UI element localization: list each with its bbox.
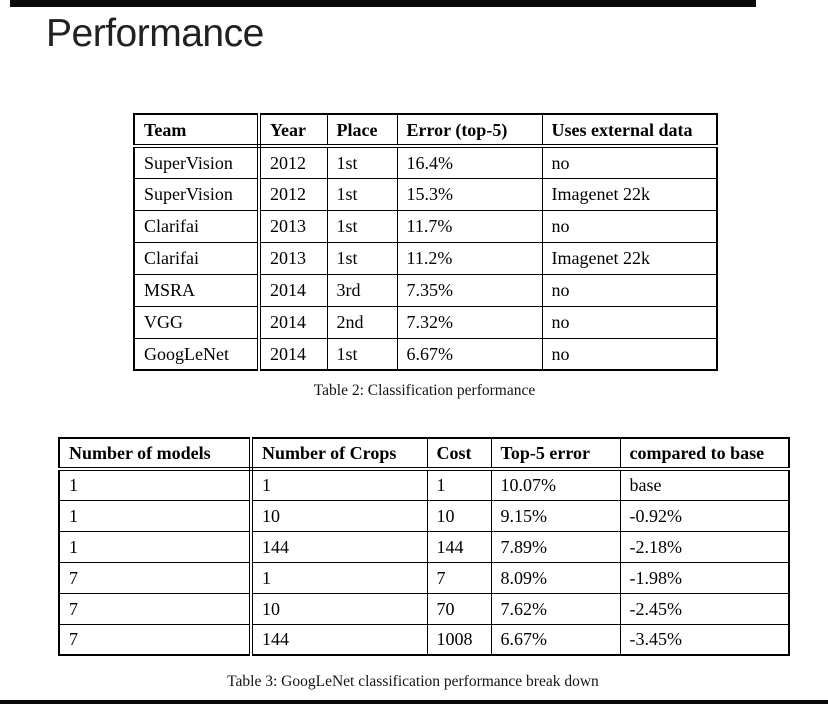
column-header: Year	[258, 113, 328, 148]
slide-title: Performance	[46, 12, 264, 55]
column-header: Error (top-5)	[396, 113, 543, 148]
table-cell: 7	[58, 561, 253, 594]
table2-caption: Table 2: Classification performance	[313, 382, 536, 399]
column-header: Team	[133, 113, 261, 148]
googlenet-breakdown-table: Number of models Number of Crops Cost Top-5…	[58, 437, 790, 656]
table-cell: 1st	[326, 241, 398, 275]
table-cell: VGG	[133, 305, 261, 339]
table-cell: no	[541, 273, 718, 307]
column-header: compared to base	[619, 437, 790, 471]
table-cell: -3.45%	[619, 623, 790, 656]
table-cell: 144	[250, 530, 428, 563]
column-header: Top-5 error	[490, 437, 621, 471]
table-row: 7 144 1008 6.67% -3.45%	[58, 623, 790, 656]
table-cell: 10.07%	[490, 468, 621, 501]
table-cell: 1	[250, 468, 428, 501]
table-cell: 11.2%	[396, 241, 543, 275]
table-cell: 1	[250, 561, 428, 594]
table-cell: no	[541, 337, 718, 371]
table-cell: 16.4%	[396, 145, 543, 179]
table-row: 1 10 10 9.15% -0.92%	[58, 499, 790, 532]
table-cell: 70	[426, 592, 492, 625]
table-cell: 10	[426, 499, 492, 532]
column-header: Uses external data	[541, 113, 718, 148]
table-cell: 1	[58, 468, 253, 501]
table-cell: -2.45%	[619, 592, 790, 625]
table-cell: 1	[58, 499, 253, 532]
column-header: Number of Crops	[250, 437, 428, 471]
table-cell: no	[541, 209, 718, 243]
table-cell: 144	[426, 530, 492, 563]
table-cell: GoogLeNet	[133, 337, 261, 371]
table-cell: -2.18%	[619, 530, 790, 563]
table-cell: 2014	[258, 305, 328, 339]
top-border-bar	[10, 0, 756, 7]
table-cell: 7	[426, 561, 492, 594]
table-row: Clarifai 2013 1st 11.2% Imagenet 22k	[133, 241, 718, 275]
table-cell: base	[619, 468, 790, 501]
table-cell: 10	[250, 499, 428, 532]
table-cell: Clarifai	[133, 209, 261, 243]
table-cell: 7	[58, 623, 253, 656]
column-header: Cost	[426, 437, 492, 471]
table-row: SuperVision 2012 1st 16.4% no	[133, 145, 718, 179]
table-cell: 7.89%	[490, 530, 621, 563]
column-header: Place	[326, 113, 398, 148]
table-cell: 2012	[258, 145, 328, 179]
table-cell: SuperVision	[133, 177, 261, 211]
table-row: 1 1 1 10.07% base	[58, 468, 790, 501]
table3-caption: Table 3: GoogLeNet classification perfor…	[227, 673, 599, 690]
table-cell: 1008	[426, 623, 492, 656]
table-cell: 7.35%	[396, 273, 543, 307]
table-cell: 2014	[258, 273, 328, 307]
table-cell: 2013	[258, 241, 328, 275]
table-row: VGG 2014 2nd 7.32% no	[133, 305, 718, 339]
table-cell: 144	[250, 623, 428, 656]
table-cell: -1.98%	[619, 561, 790, 594]
table-cell: 7	[58, 592, 253, 625]
table-cell: no	[541, 145, 718, 179]
table-cell: 1st	[326, 209, 398, 243]
table-cell: no	[541, 305, 718, 339]
classification-performance-table: Team Year Place Error (top-5) Uses external …	[133, 113, 718, 371]
table-cell: 1st	[326, 177, 398, 211]
table-header-row: Team Year Place Error (top-5) Uses external …	[133, 113, 718, 148]
table-cell: 10	[250, 592, 428, 625]
table-cell: 1	[426, 468, 492, 501]
table-header-row: Number of models Number of Crops Cost Top-5…	[58, 437, 790, 471]
table-row: 7 1 7 8.09% -1.98%	[58, 561, 790, 594]
table-row: MSRA 2014 3rd 7.35% no	[133, 273, 718, 307]
table-cell: 1st	[326, 145, 398, 179]
column-header: Number of models	[58, 437, 253, 471]
table-cell: 11.7%	[396, 209, 543, 243]
table-cell: MSRA	[133, 273, 261, 307]
table-row: Clarifai 2013 1st 11.7% no	[133, 209, 718, 243]
table-cell: 1st	[326, 337, 398, 371]
table-row: 1 144 144 7.89% -2.18%	[58, 530, 790, 563]
table-cell: 6.67%	[396, 337, 543, 371]
bottom-border-line	[0, 700, 828, 704]
table-cell: -0.92%	[619, 499, 790, 532]
table-cell: Imagenet 22k	[541, 241, 718, 275]
table-cell: 1	[58, 530, 253, 563]
table-cell: 9.15%	[490, 499, 621, 532]
table-cell: 2nd	[326, 305, 398, 339]
table-cell: 2013	[258, 209, 328, 243]
table-cell: Imagenet 22k	[541, 177, 718, 211]
table-cell: SuperVision	[133, 145, 261, 179]
table-row: 7 10 70 7.62% -2.45%	[58, 592, 790, 625]
table-cell: 3rd	[326, 273, 398, 307]
table-cell: 2014	[258, 337, 328, 371]
table-cell: 7.62%	[490, 592, 621, 625]
table-row: GoogLeNet 2014 1st 6.67% no	[133, 337, 718, 371]
table-cell: Clarifai	[133, 241, 261, 275]
table-cell: 15.3%	[396, 177, 543, 211]
table-cell: 2012	[258, 177, 328, 211]
table-cell: 8.09%	[490, 561, 621, 594]
table-row: SuperVision 2012 1st 15.3% Imagenet 22k	[133, 177, 718, 211]
table-cell: 6.67%	[490, 623, 621, 656]
table-cell: 7.32%	[396, 305, 543, 339]
